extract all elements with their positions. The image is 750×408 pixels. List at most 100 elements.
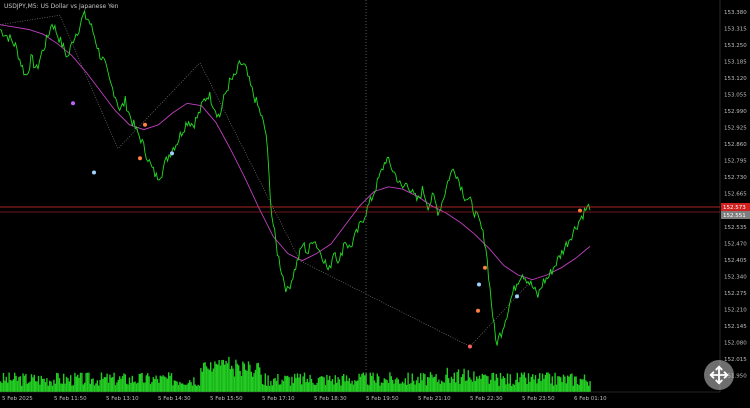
volume-bar xyxy=(551,376,553,392)
volume-bar xyxy=(84,382,86,392)
volume-bar xyxy=(446,367,448,392)
price-axis-label: 153.380 xyxy=(724,10,747,16)
volume-bar xyxy=(119,376,121,392)
volume-bar xyxy=(373,380,376,392)
volume-bar xyxy=(502,376,504,392)
volume-bar xyxy=(261,383,264,392)
volume-bar xyxy=(484,374,486,392)
volume-bar xyxy=(149,384,152,392)
signal-marker xyxy=(170,151,174,156)
volume-bar xyxy=(135,383,138,392)
time-axis-label: 5 Feb 14:30 xyxy=(158,396,191,402)
volume-bar xyxy=(534,375,537,392)
volume-bar xyxy=(306,378,308,392)
volume-bar xyxy=(483,375,485,392)
time-axis-label: 5 Feb 13:10 xyxy=(106,396,139,402)
volume-bar xyxy=(331,379,334,392)
volume-bar xyxy=(57,373,59,392)
time-axis: 5 Feb 2025 5 Feb 11:50 5 Feb 13:10 5 Feb 14… xyxy=(2,396,607,402)
volume-bar xyxy=(438,379,440,392)
volume-bar xyxy=(85,373,87,392)
volume-bar xyxy=(60,383,62,392)
volume-bar xyxy=(383,378,385,392)
volume-bar xyxy=(343,374,345,392)
volume-bar xyxy=(569,374,572,392)
volume-bar xyxy=(2,372,5,392)
volume-bar xyxy=(77,374,79,392)
volume-bar xyxy=(156,379,159,392)
volume-bar xyxy=(205,366,208,392)
volume-bar xyxy=(274,377,276,392)
volume-bar xyxy=(222,359,224,392)
time-axis-label: 5 Feb 15:50 xyxy=(210,396,243,402)
price-axis-label: 152.535 xyxy=(724,225,747,231)
volume-bar xyxy=(397,379,399,392)
volume-bar xyxy=(526,384,528,392)
volume-bar xyxy=(224,364,226,392)
volume-bar xyxy=(144,382,146,392)
volume-bar xyxy=(400,383,402,392)
volume-bar xyxy=(511,385,513,392)
volume-bar xyxy=(375,382,377,392)
volume-bar xyxy=(324,385,327,392)
volume-bar xyxy=(354,380,356,392)
chart-title: USDJPY,M5: US Dollar vs Japanese Yen xyxy=(4,3,119,10)
volume-bar xyxy=(229,369,231,392)
volume-bar xyxy=(574,376,576,392)
volume-bar xyxy=(82,384,84,392)
volume-bar xyxy=(138,374,140,392)
volume-bar xyxy=(415,380,418,392)
volume-bar xyxy=(550,383,552,392)
volume-bar xyxy=(252,376,254,392)
volume-bar xyxy=(499,372,502,392)
time-axis-label: 5 Feb 2025 xyxy=(2,396,33,402)
volume-bar xyxy=(203,362,205,392)
time-axis-label: 6 Feb 01:10 xyxy=(574,396,607,402)
volume-bar xyxy=(555,384,558,392)
volume-bar xyxy=(301,384,303,392)
volume-bar xyxy=(497,377,499,392)
volume-bar xyxy=(572,385,574,392)
price-axis[interactable]: 153.380 153.315 153.250 153.185 153.120 153.0… xyxy=(724,10,747,379)
volume-bar xyxy=(250,371,252,392)
volume-bar xyxy=(588,385,590,392)
price-axis-label: 153.250 xyxy=(724,43,747,49)
volume-bar xyxy=(240,376,243,392)
volume-bar xyxy=(515,379,517,392)
volume-bar xyxy=(126,383,128,392)
volume-bar xyxy=(173,380,175,392)
volume-bar xyxy=(449,382,451,392)
volume-bar xyxy=(547,372,549,392)
volume-bar xyxy=(432,377,434,392)
volume-bar xyxy=(112,377,114,392)
volume-bar xyxy=(133,382,135,392)
volume-bar xyxy=(148,376,150,392)
volume-bar xyxy=(236,363,238,392)
volume-bar xyxy=(481,373,483,392)
volume-bar xyxy=(187,383,189,392)
volume-bar xyxy=(420,373,422,392)
volume-bar xyxy=(285,376,287,392)
volume-bar xyxy=(380,382,383,392)
volume-bar xyxy=(303,372,306,392)
volume-bar xyxy=(186,384,188,392)
volume-bar xyxy=(431,374,433,392)
volume-bar xyxy=(582,379,584,392)
volume-bar xyxy=(263,384,265,392)
volume-bar xyxy=(357,380,359,392)
volume-bar xyxy=(506,373,509,392)
volume-bar xyxy=(441,380,443,392)
signal-marker xyxy=(477,282,481,287)
volume-bar xyxy=(557,376,559,392)
volume-bar xyxy=(562,374,565,392)
volume-bar xyxy=(61,383,63,392)
volume-bar xyxy=(127,384,129,392)
moving-average-line xyxy=(0,24,591,281)
volume-bar xyxy=(151,382,153,392)
volume-bar xyxy=(396,377,398,392)
ma-series-line xyxy=(0,24,591,281)
zigzag-series-line xyxy=(0,14,531,347)
zoom-button[interactable] xyxy=(704,360,734,390)
